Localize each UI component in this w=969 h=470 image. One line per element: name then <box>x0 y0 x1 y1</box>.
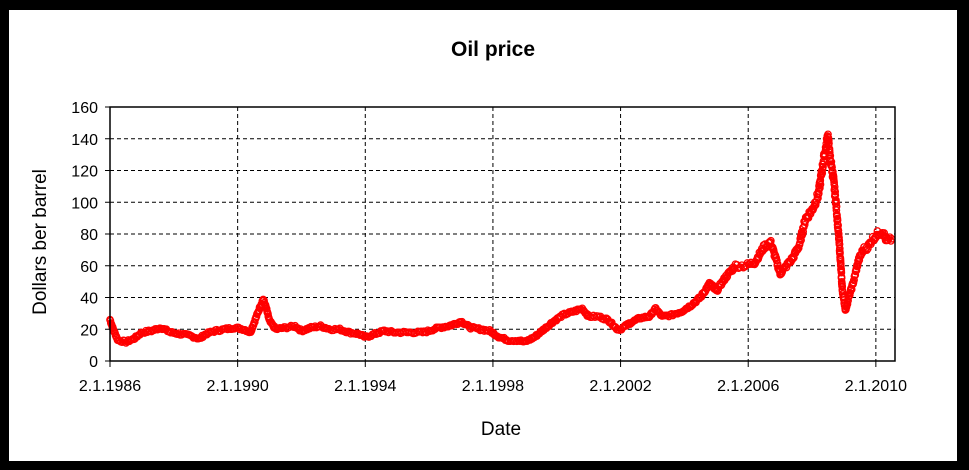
data-point <box>828 163 836 172</box>
y-tick-label: 100 <box>71 195 98 212</box>
y-tick-label: 120 <box>71 164 98 181</box>
y-tick-label: 40 <box>80 291 98 308</box>
x-tick-label: 2.1.1998 <box>462 378 524 395</box>
data-point <box>827 157 836 166</box>
x-tick-label: 2.1.2006 <box>717 378 779 395</box>
data-point <box>838 282 847 291</box>
y-tick-label: 60 <box>80 259 98 276</box>
data-point <box>799 227 808 236</box>
data-point <box>831 187 840 196</box>
data-point <box>814 189 823 198</box>
data-point <box>833 216 842 225</box>
x-axis-label: Date <box>481 419 521 440</box>
y-tick-label: 160 <box>71 100 98 117</box>
data-point <box>591 313 599 322</box>
data-point <box>885 234 893 243</box>
data-point <box>886 233 894 242</box>
data-point <box>835 236 844 245</box>
x-axis-ticks: 2.1.1986 2.1.1990 2.1.1994 2.1.1998 2.1.2002… <box>79 361 907 395</box>
x-tick-label: 2.1.1990 <box>207 378 269 395</box>
grid-lines <box>110 107 895 361</box>
chart-frame: Oil price 0 20 40 60 80 100 120 140 160 2.1.1986… <box>9 10 957 461</box>
data-point <box>832 199 841 207</box>
data-point <box>800 220 809 229</box>
data-point <box>834 221 842 230</box>
y-tick-label: 0 <box>89 354 98 371</box>
y-axis-label: Dollars ber barrel <box>30 169 51 315</box>
data-point <box>814 194 822 202</box>
data-point <box>816 180 825 189</box>
y-tick-label: 140 <box>71 132 98 149</box>
x-tick-label: 2.1.1994 <box>334 378 396 395</box>
data-point <box>383 327 392 335</box>
data-points <box>106 130 896 347</box>
y-axis-ticks: 0 20 40 60 80 100 120 140 160 <box>71 100 110 371</box>
data-point <box>880 229 889 237</box>
data-point <box>850 276 858 284</box>
data-point <box>837 268 846 277</box>
data-point <box>830 182 839 191</box>
data-point <box>835 244 844 253</box>
x-tick-label: 2.1.2002 <box>589 378 651 395</box>
y-tick-label: 20 <box>80 322 98 339</box>
x-tick-label: 2.1.1986 <box>79 378 141 395</box>
oil-price-chart: Oil price 0 20 40 60 80 100 120 140 160 2.1.1986… <box>30 38 907 440</box>
data-point <box>721 275 730 283</box>
data-point <box>833 211 841 220</box>
x-tick-label: 2.1.2010 <box>845 378 907 395</box>
data-point <box>773 256 781 265</box>
y-tick-label: 80 <box>80 227 98 244</box>
data-point <box>309 323 318 332</box>
chart-title: Oil price <box>451 38 535 61</box>
data-point <box>832 202 841 211</box>
data-point <box>794 244 803 252</box>
